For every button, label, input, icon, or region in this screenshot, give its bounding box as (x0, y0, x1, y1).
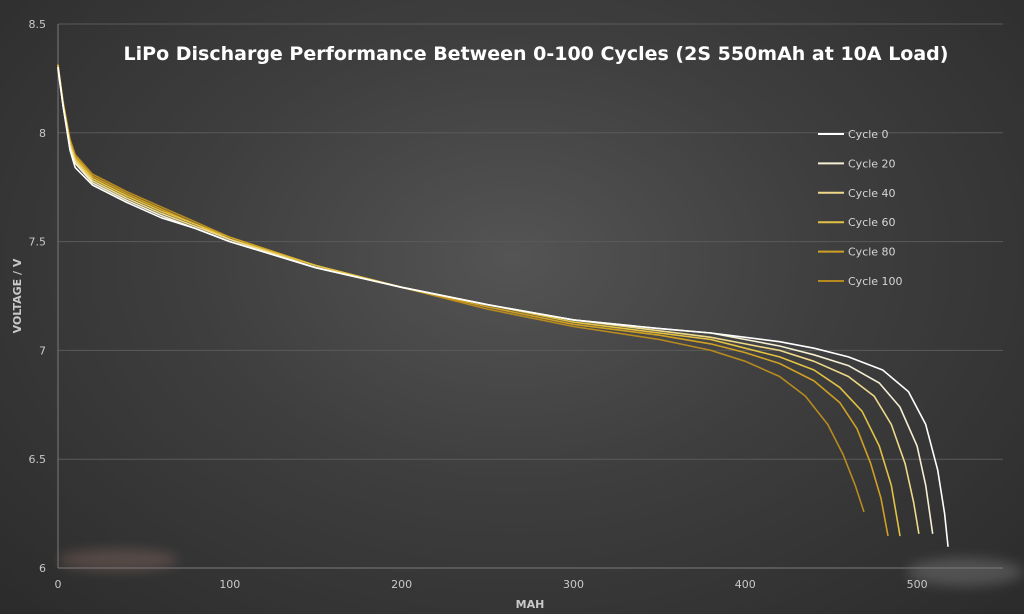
grid-lines (58, 23, 1003, 460)
y-axis-title: VOLTAGE / V (11, 258, 24, 333)
x-tick-label: 100 (219, 578, 240, 591)
x-tick-labels: 0 100 200 300 400 500 (55, 578, 928, 591)
y-tick-label: 6.5 (29, 453, 47, 466)
x-tick-label: 200 (391, 578, 412, 591)
x-tick-label: 500 (907, 578, 928, 591)
y-tick-labels: 6 6.5 7 7.5 8 8.5 (29, 18, 47, 575)
x-axis-title: MAH (516, 598, 545, 611)
series-line-cycle-20 (57, 68, 934, 534)
legend-label: Cycle 80 (848, 246, 896, 259)
series-line-cycle-60 (57, 64, 901, 537)
x-tick-label: 400 (735, 578, 756, 591)
series-line-cycle-80 (57, 64, 889, 537)
series-line-cycle-0 (57, 66, 949, 547)
y-tick-label: 7 (39, 344, 46, 357)
series-line-cycle-40 (57, 66, 920, 534)
y-tick-label: 8 (39, 127, 46, 140)
y-tick-label: 8.5 (29, 18, 47, 31)
blurred-watermark (58, 549, 1023, 586)
series-line-cycle-100 (57, 64, 865, 513)
legend: Cycle 0 Cycle 20 Cycle 40 Cycle 60 Cycle 80 C… (818, 128, 903, 288)
legend-label: Cycle 40 (848, 187, 896, 200)
legend-label: Cycle 60 (848, 216, 896, 229)
legend-label: Cycle 0 (848, 128, 889, 141)
y-tick-label: 6 (39, 562, 46, 575)
y-tick-label: 7.5 (29, 236, 47, 249)
series-lines (57, 64, 949, 547)
x-tick-label: 300 (563, 578, 584, 591)
chart-title: LiPo Discharge Performance Between 0-100… (124, 43, 949, 65)
legend-label: Cycle 20 (848, 157, 896, 170)
x-tick-label: 0 (55, 578, 62, 591)
legend-label: Cycle 100 (848, 275, 903, 288)
